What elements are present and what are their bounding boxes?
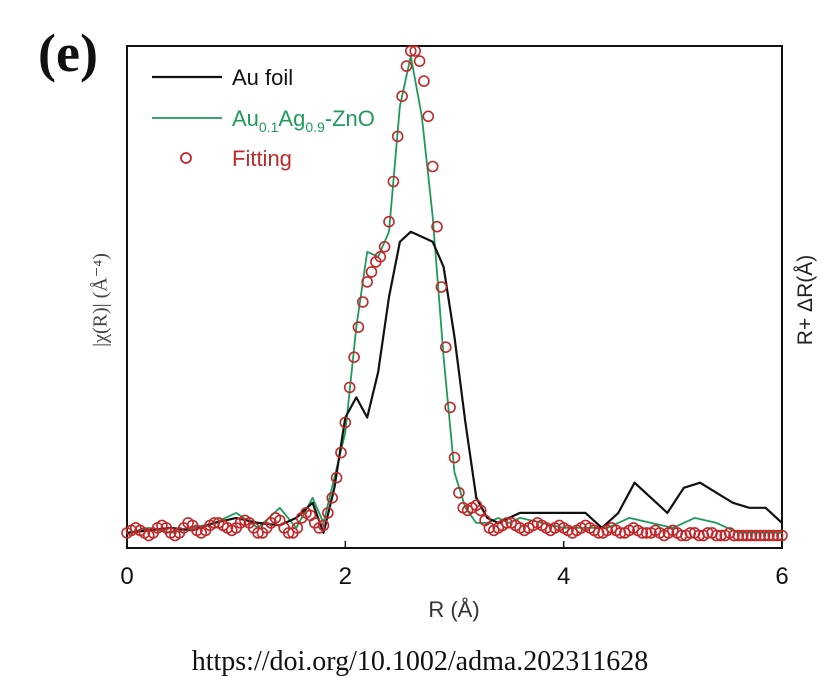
series-markers-fitting bbox=[121, 45, 788, 542]
doi-caption: https://doi.org/10.1002/adma.202311628 bbox=[191, 646, 649, 677]
fitting-point bbox=[439, 341, 452, 354]
panel-label: (e) bbox=[38, 23, 98, 83]
fitting-point bbox=[252, 527, 264, 539]
fitting-point bbox=[378, 241, 391, 253]
plot-frame bbox=[126, 45, 783, 549]
fitting-point bbox=[409, 45, 422, 57]
legend: Au foil Au0.1Ag0.9-ZnO Fitting bbox=[152, 65, 375, 171]
fitting-point bbox=[754, 529, 767, 542]
fitting-point bbox=[745, 529, 758, 542]
fitting-point bbox=[413, 55, 426, 67]
fitting-point bbox=[383, 215, 395, 228]
fitting-point bbox=[444, 401, 456, 414]
fitting-point bbox=[352, 321, 365, 333]
fitting-point bbox=[335, 446, 347, 459]
fitting-point bbox=[732, 529, 745, 542]
fitting-point bbox=[749, 529, 762, 542]
fitting-point bbox=[479, 514, 491, 527]
fitting-point bbox=[391, 130, 404, 143]
series-layer bbox=[121, 45, 788, 542]
x-axis-label: R (Å) bbox=[428, 597, 480, 622]
legend-label-fitting: Fitting bbox=[232, 146, 292, 171]
fitting-point bbox=[758, 529, 771, 542]
fitting-point bbox=[771, 529, 784, 542]
fitting-point bbox=[330, 471, 343, 484]
x-tick-label-3: 6 bbox=[775, 563, 788, 590]
fitting-point bbox=[418, 75, 430, 87]
fitting-point bbox=[365, 266, 378, 278]
fitting-point bbox=[404, 45, 417, 57]
fitting-point bbox=[474, 504, 487, 517]
fitting-point bbox=[322, 507, 334, 519]
fitting-point bbox=[400, 60, 413, 72]
fitting-point bbox=[396, 90, 408, 102]
fitting-point bbox=[282, 527, 295, 539]
fitting-point bbox=[763, 529, 775, 542]
fitting-point bbox=[736, 529, 749, 542]
fitting-point bbox=[636, 527, 649, 539]
fitting-point bbox=[453, 486, 465, 499]
fitting-point bbox=[426, 160, 439, 173]
x-tick-label-2: 4 bbox=[557, 563, 570, 590]
fitting-point bbox=[374, 250, 387, 263]
fitting-point bbox=[435, 281, 448, 293]
fitting-point bbox=[767, 529, 780, 542]
fitting-point bbox=[776, 529, 788, 542]
fitting-point bbox=[326, 491, 339, 504]
x-tick-label-1: 2 bbox=[339, 563, 352, 590]
legend-label-au-ag-zno: Au0.1Ag0.9-ZnO bbox=[232, 106, 375, 135]
fitting-point bbox=[728, 529, 740, 542]
fitting-point bbox=[741, 529, 753, 542]
fitting-point bbox=[710, 529, 723, 542]
fitting-point bbox=[348, 351, 360, 364]
fitting-point bbox=[431, 220, 443, 233]
fitting-point bbox=[387, 175, 400, 188]
series-line-au-foil bbox=[126, 230, 783, 534]
series-line-au0-1ag0-9-zno bbox=[126, 55, 782, 534]
fitting-point bbox=[422, 110, 435, 123]
fitting-point bbox=[317, 519, 330, 532]
fitting-point bbox=[356, 296, 369, 308]
tick-layer: 0 2 4 6 bbox=[120, 541, 789, 590]
fitting-point bbox=[339, 416, 352, 429]
legend-swatch-fitting bbox=[180, 152, 192, 164]
x-tick-label-0: 0 bbox=[120, 563, 133, 590]
fitting-point bbox=[448, 451, 461, 464]
fitting-point bbox=[343, 381, 356, 394]
legend-label-au-foil: Au foil bbox=[232, 65, 293, 90]
fitting-point bbox=[291, 522, 304, 534]
fitting-point bbox=[361, 276, 374, 288]
